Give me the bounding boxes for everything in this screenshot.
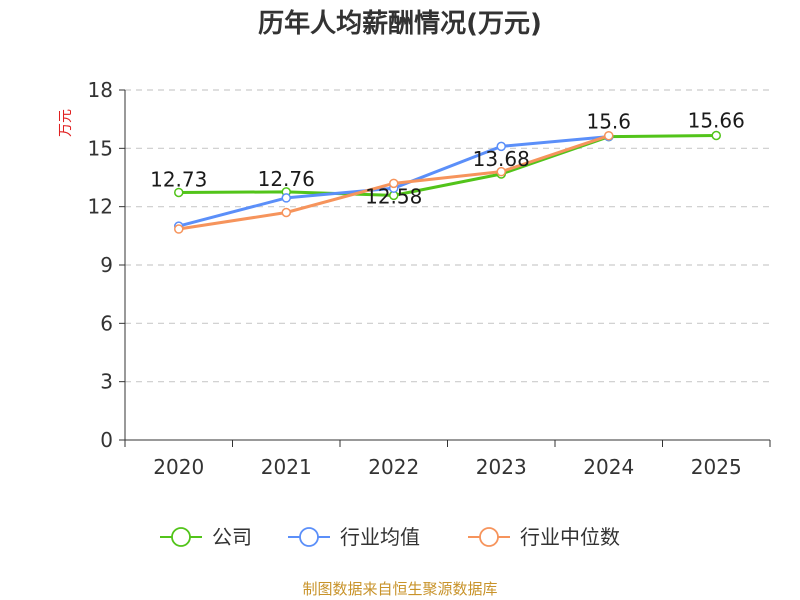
x-tick-label: 2023	[476, 455, 527, 479]
data-point	[281, 207, 291, 218]
y-tick-label: 18	[88, 78, 113, 102]
y-tick-label: 9	[100, 253, 113, 277]
x-tick-label: 2020	[153, 455, 204, 479]
x-tick-label: 2025	[691, 455, 742, 479]
series-line-0	[178, 134, 717, 197]
x-tick-label: 2022	[368, 455, 419, 479]
legend-label: 公司	[212, 525, 252, 549]
data-point	[496, 141, 506, 152]
chart-title: 历年人均薪酬情况(万元)	[258, 8, 542, 39]
data-label: 15.6	[586, 110, 631, 134]
data-point	[174, 187, 184, 198]
data-point	[496, 166, 506, 177]
legend-label: 行业均值	[340, 525, 420, 549]
axes: 0 3 6 9 12 15 18 2020 2021 2022 2023 2024 2025	[88, 78, 771, 479]
x-tick-label: 2024	[583, 455, 634, 479]
data-label: 12.58	[365, 184, 422, 208]
y-tick-label: 3	[100, 370, 113, 394]
y-tick-label: 6	[100, 311, 113, 335]
data-label: 15.66	[688, 109, 745, 133]
data-label: 13.68	[473, 147, 530, 171]
data-point	[281, 193, 291, 203]
y-tick-label: 0	[100, 428, 113, 452]
legend-marker-icon	[479, 527, 499, 547]
data-point	[711, 130, 721, 141]
y-tick-label: 15	[88, 136, 113, 160]
y-tick-label: 12	[88, 195, 113, 219]
y-axis-label: 万元	[58, 109, 74, 137]
legend-marker-icon	[171, 527, 191, 547]
series	[174, 130, 721, 234]
data-point	[389, 178, 399, 189]
source-note: 制图数据来自恒生聚源数据库	[302, 580, 497, 598]
data-label: 12.73	[150, 167, 207, 191]
legend: 公司 行业均值 行业中位数	[160, 525, 620, 549]
data-point	[604, 130, 614, 141]
x-tick-label: 2021	[261, 455, 312, 479]
data-labels: 12.73 12.76 12.58 13.68 15.6 15.66	[150, 109, 745, 209]
legend-label: 行业中位数	[520, 525, 620, 549]
data-point	[174, 224, 184, 234]
grid	[125, 89, 770, 383]
data-label: 12.76	[258, 167, 315, 191]
legend-marker-icon	[299, 527, 319, 547]
